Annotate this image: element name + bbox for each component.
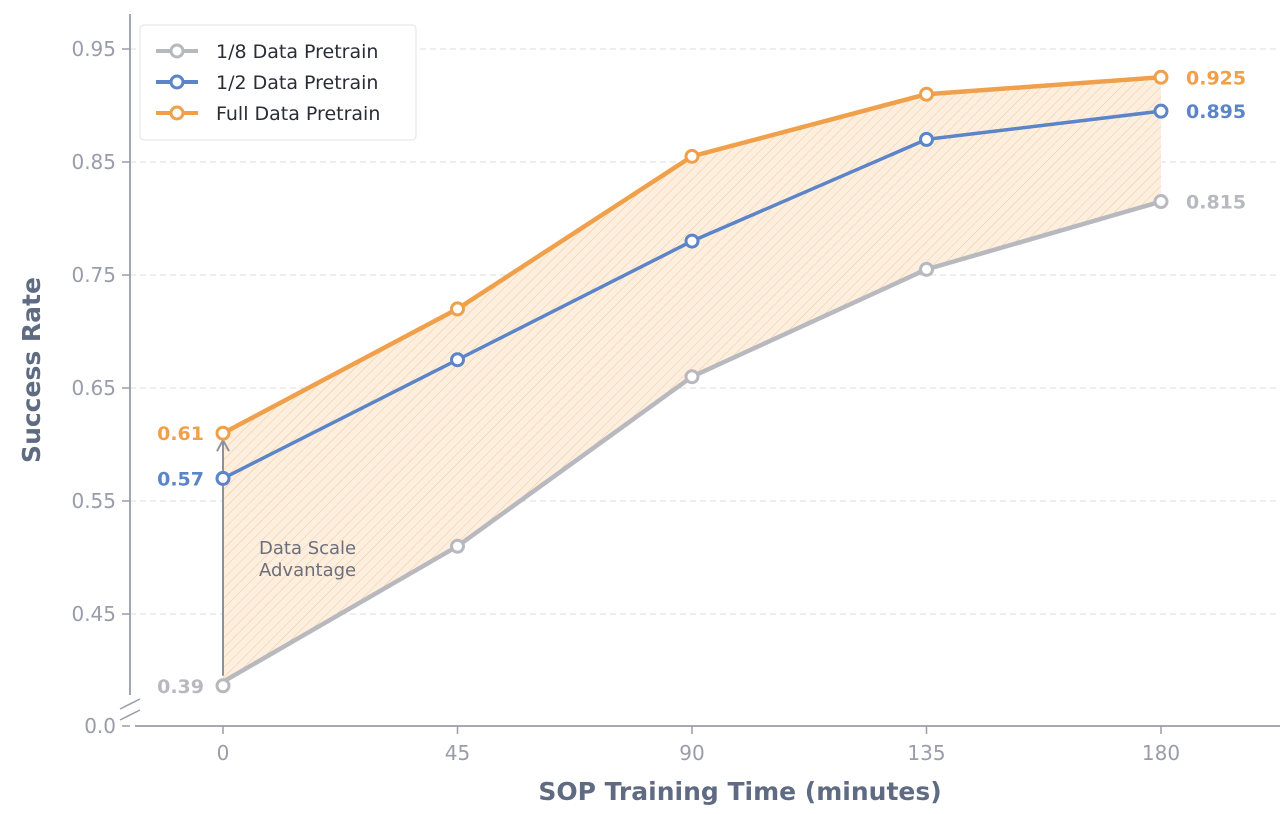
axes: 0.0 0.45 0.55 0.65 0.75 0.85 0.95 0 45 90 135 180	[71, 14, 1280, 765]
legend-marker	[169, 105, 185, 121]
x-tick-label: 90	[679, 741, 704, 765]
data-point	[450, 538, 465, 554]
end-value-label: 0.925	[1186, 67, 1246, 89]
legend-marker	[169, 43, 185, 59]
x-tick-label: 180	[1142, 741, 1180, 765]
start-value-label: 0.61	[157, 423, 204, 445]
end-value-label: 0.895	[1186, 101, 1246, 123]
series-0: 0.39 0.815	[157, 192, 1246, 698]
axis-break-mark	[119, 698, 141, 710]
legend-label: 1/8 Data Pretrain	[216, 41, 378, 63]
y-tick-label: 0.55	[71, 489, 116, 513]
y-tick-label: 0.65	[71, 376, 116, 400]
series-2: 0.61 0.925	[157, 67, 1246, 445]
y-tick-label: 0.45	[71, 602, 116, 626]
data-point	[1153, 103, 1169, 119]
legend-label: 1/2 Data Pretrain	[216, 72, 378, 94]
annotation-text: Advantage	[259, 560, 356, 581]
data-point	[919, 261, 934, 277]
y-tick-label: 0.95	[71, 37, 116, 61]
data-point	[215, 470, 231, 486]
data-point	[450, 352, 465, 368]
data-point	[1153, 194, 1169, 210]
start-value-label: 0.57	[157, 468, 204, 490]
start-value-label: 0.39	[157, 676, 204, 698]
y-tick-label: 0.75	[71, 263, 116, 287]
data-point	[684, 148, 700, 164]
data-point	[450, 301, 465, 317]
axis-break-mark	[119, 709, 141, 721]
data-point	[684, 369, 700, 385]
x-tick-label: 0	[217, 741, 230, 765]
legend-label: Full Data Pretrain	[216, 103, 380, 125]
x-axis-label: SOP Training Time (minutes)	[538, 777, 941, 806]
legend: 1/8 Data Pretrain 1/2 Data Pretrain Full D…	[139, 24, 417, 141]
x-tick-label: 135	[907, 741, 945, 765]
y-tick-label: 0.0	[84, 714, 116, 738]
y-tick-label: 0.85	[71, 150, 116, 174]
legend-marker	[169, 74, 185, 90]
y-axis-label: Success Rate	[17, 277, 46, 463]
series-lines: 0.39 0.815 0.57 0.895 0.61 0.925	[157, 67, 1246, 698]
data-point	[1153, 69, 1169, 85]
shaded-region	[223, 77, 1161, 682]
data-point	[215, 678, 231, 694]
x-tick-label: 45	[445, 741, 470, 765]
series-1: 0.57 0.895	[157, 101, 1246, 490]
annotation-text: Data Scale	[259, 538, 356, 559]
data-point	[919, 86, 934, 102]
data-point	[919, 131, 934, 147]
data-point	[684, 233, 700, 249]
legend-box	[139, 24, 417, 141]
data-point	[215, 425, 231, 441]
end-value-label: 0.815	[1186, 192, 1246, 214]
